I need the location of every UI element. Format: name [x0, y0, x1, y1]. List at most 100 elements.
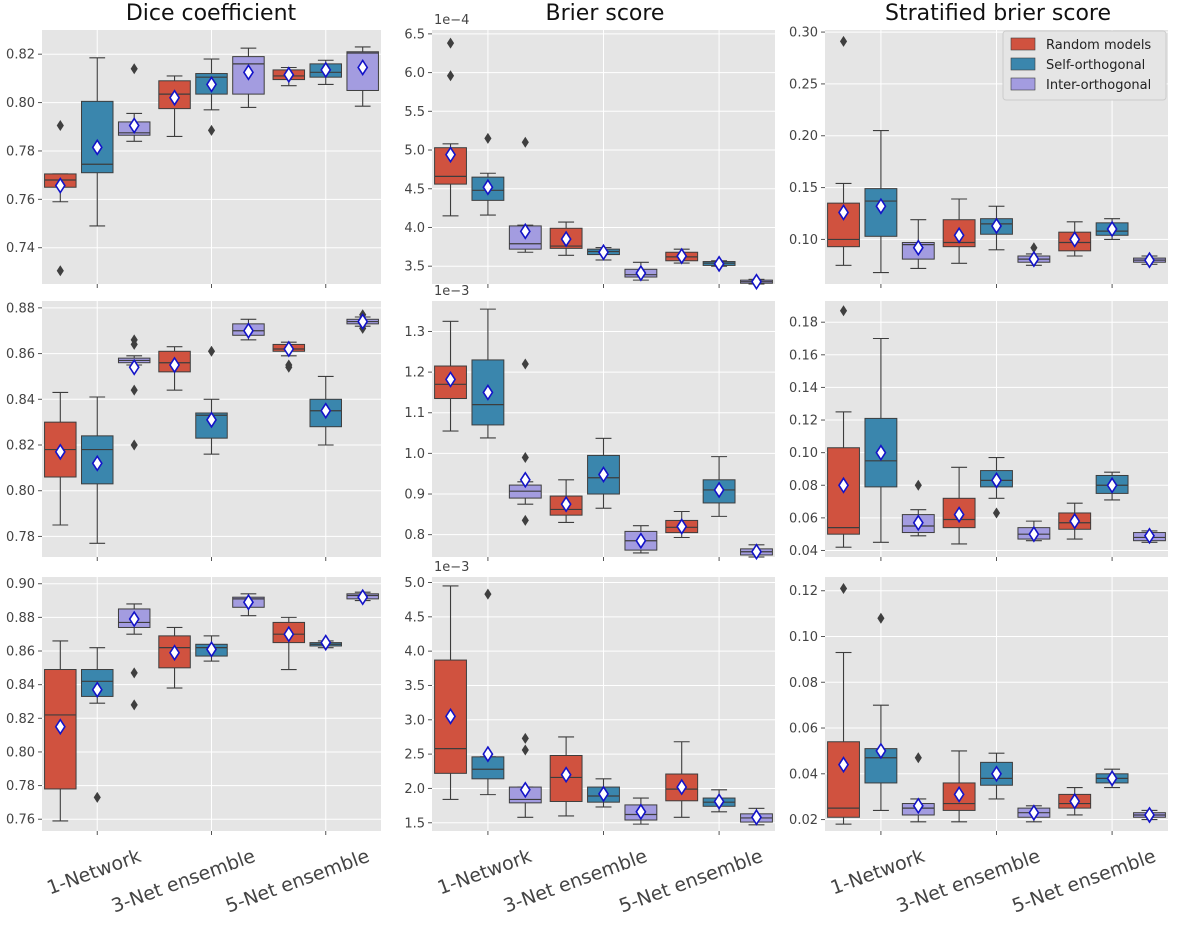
box-1-network-self-orthogonal [471, 308, 505, 439]
mean-marker [320, 61, 332, 79]
box-1-network-inter-orthogonal [508, 732, 542, 818]
box-3-net-ensemble-inter-orthogonal [232, 593, 265, 617]
box-5-net-ensemble-random-models [1058, 502, 1092, 540]
y-tick-label: 0.08 [789, 676, 818, 691]
legend-label-inter: Inter-orthogonal [1046, 78, 1151, 93]
mean-marker [1028, 525, 1040, 543]
panel-r0-c0: 0.74 0.76 0.78 0.80 0.82 [6, 30, 381, 288]
box-1-network-random-models [827, 582, 860, 825]
y-tick-label: 0.88 [6, 611, 35, 626]
mean-marker [205, 640, 218, 658]
outlier-point [521, 744, 529, 756]
mean-marker [597, 243, 610, 261]
y-tick-label: 0.84 [6, 393, 35, 408]
mean-marker [560, 230, 572, 248]
mean-marker [838, 756, 850, 774]
y-tick-label: 0.80 [6, 484, 35, 499]
box-3-net-ensemble-inter-orthogonal [624, 261, 658, 282]
y-tick-label: 0.30 [789, 26, 818, 41]
outlier-point [521, 732, 529, 744]
outlier-point [130, 63, 138, 75]
y-tick-label: 0.90 [6, 577, 35, 592]
mean-marker [357, 313, 369, 331]
box-1-network-self-orthogonal [471, 132, 505, 216]
mean-marker [320, 634, 332, 652]
panel-r2-c0: 0.760.780.800.820.840.860.880.901-Networ… [6, 577, 381, 917]
column-title-dice: Dice coefficient [126, 1, 297, 26]
mean-marker [242, 322, 254, 340]
y-tick-label: 0.06 [789, 722, 818, 737]
y-tick-label: 6.0 [404, 66, 425, 81]
box-iqr [434, 147, 467, 185]
box-1-network-inter-orthogonal [901, 752, 935, 823]
box-3-net-ensemble-self-orthogonal [587, 778, 620, 808]
mean-marker [1106, 476, 1118, 494]
box-5-net-ensemble-random-models [665, 510, 699, 539]
legend-swatch-self [1010, 57, 1036, 71]
mean-marker [1143, 527, 1155, 545]
outlier-point [521, 358, 529, 370]
box-5-net-ensemble-self-orthogonal [309, 634, 342, 652]
mean-marker [1069, 792, 1081, 810]
y-tick-label: 6.5 [404, 27, 425, 42]
mean-marker [912, 239, 924, 257]
mean-marker [1106, 220, 1118, 238]
box-1-network-self-orthogonal [81, 396, 114, 544]
outlier-point [207, 345, 216, 357]
y-tick-label: 0.04 [789, 767, 818, 782]
mean-marker [750, 273, 762, 291]
y-tick-label: 0.82 [6, 712, 35, 727]
box-iqr [81, 100, 114, 174]
box-3-net-ensemble-inter-orthogonal [1017, 804, 1051, 823]
box-5-net-ensemble-random-models [665, 247, 699, 265]
box-5-net-ensemble-inter-orthogonal [346, 46, 379, 107]
panel-r1-c0: 0.78 0.80 0.82 0.84 0.86 0.88 [6, 301, 381, 561]
outlier-point [914, 479, 922, 491]
y-tick-label: 1.1 [404, 406, 425, 421]
y-tick-label: 0.74 [6, 241, 35, 256]
outlier-point [130, 439, 138, 451]
mean-marker [482, 745, 494, 763]
y-tick-label: 0.10 [789, 446, 818, 461]
mean-marker [91, 454, 103, 472]
outlier-point [484, 132, 492, 144]
mean-marker [242, 63, 254, 81]
y-tick-label: 4.5 [404, 182, 425, 197]
y-tick-label: 0.04 [789, 544, 818, 559]
y-tick-label: 0.78 [6, 530, 35, 545]
box-1-network-random-models [434, 320, 467, 432]
box-5-net-ensemble-self-orthogonal [702, 789, 736, 813]
box-3-net-ensemble-random-models [158, 626, 191, 689]
mean-marker [205, 411, 218, 429]
box-iqr [827, 447, 860, 535]
mean-marker [713, 793, 725, 810]
mean-marker [875, 197, 887, 215]
outlier-point [521, 136, 529, 148]
box-3-net-ensemble-self-orthogonal [195, 58, 228, 136]
box-5-net-ensemble-inter-orthogonal [1133, 251, 1166, 269]
legend-label-random: Random models [1046, 38, 1151, 53]
box-3-net-ensemble-self-orthogonal [980, 752, 1013, 800]
box-3-net-ensemble-inter-orthogonal [624, 525, 658, 554]
y-tick-label: 0.08 [789, 479, 818, 494]
y-tick-label: 0.76 [6, 193, 35, 208]
y-tick-label: 1.5 [404, 816, 425, 831]
y-tick-label: 0.10 [789, 630, 818, 645]
y-tick-label: 4.0 [404, 645, 425, 660]
outlier-point [839, 582, 848, 594]
mean-marker [713, 481, 725, 499]
mean-marker [1028, 250, 1040, 268]
mean-marker [519, 222, 531, 240]
box-3-net-ensemble-inter-orthogonal [232, 47, 265, 108]
box-5-net-ensemble-self-orthogonal [702, 255, 736, 273]
mean-marker [597, 466, 610, 483]
box-5-net-ensemble-inter-orthogonal [740, 273, 773, 291]
mean-marker [169, 644, 181, 662]
mean-marker [445, 146, 457, 164]
outlier-point [484, 588, 492, 600]
box-1-network-random-models [44, 120, 77, 277]
outlier-point [130, 338, 138, 350]
mean-marker [635, 532, 647, 550]
mean-marker [519, 781, 531, 799]
